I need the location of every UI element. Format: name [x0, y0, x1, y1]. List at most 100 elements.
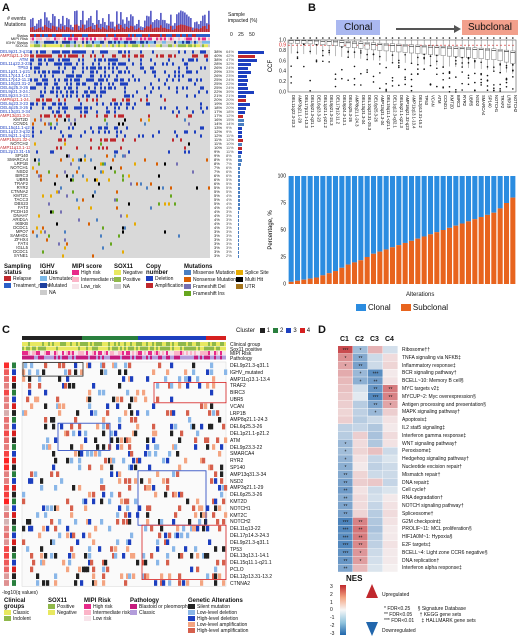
annotation-cell: [90, 44, 92, 48]
annotation-cell: [36, 34, 38, 37]
annotation-cell: [156, 342, 158, 346]
annotation-cell: [78, 342, 80, 346]
nes-cell: [383, 517, 398, 525]
oncoprint-row-label: TP53: [17, 65, 28, 70]
oncoprint-cell: [90, 54, 92, 58]
clonal-bar: [377, 176, 383, 252]
row-cluster-cell: [12, 484, 16, 491]
oncoprint-cell: [104, 86, 106, 90]
row-pct: 3%: [214, 241, 220, 246]
fdr-stars: *: [390, 403, 392, 409]
oncoprint-cell: [204, 66, 206, 70]
oncoprint-cell: [36, 82, 38, 86]
clonal-bar: [294, 176, 301, 281]
annotation-cell: [140, 34, 142, 37]
alteration-cell: [142, 573, 146, 579]
annotation-cell: [220, 342, 222, 346]
event-bar-mut: [100, 29, 102, 32]
oncoprint-cell: [180, 138, 182, 142]
annotation-cell: [202, 342, 204, 346]
annotation-cell: [164, 37, 166, 41]
annotation-cell: [44, 34, 46, 37]
annotation-cell: [34, 44, 36, 48]
annotation-cell: [134, 355, 136, 360]
oncoprint-cell: [68, 114, 70, 118]
annotation-cell: [120, 34, 122, 37]
row-pct2: 15%: [226, 117, 235, 122]
annotation-cell: [114, 355, 116, 360]
oncoprint-cell: [70, 78, 72, 82]
alteration-cell: [178, 505, 182, 511]
annotation-cell: [82, 346, 84, 351]
annotation-cell: [182, 34, 184, 37]
annotation-cell: [38, 34, 40, 37]
event-bar: [206, 23, 208, 32]
annotation-cell: [160, 37, 162, 41]
row-pct2: 11%: [226, 145, 234, 150]
nes-cell: [338, 385, 353, 393]
row-pct2: 47%: [226, 57, 235, 62]
annotation-cell: [92, 351, 94, 355]
oncoprint-row-label: TACC3: [14, 197, 28, 202]
top-point: [353, 37, 356, 39]
pathway-label: MYCUP~2: Myc overexpression§: [402, 393, 476, 400]
annotation-cell: [70, 346, 72, 351]
heatmap-row-label: AMP8q21.1-24.3: [230, 417, 268, 424]
oncoprint-cell: [90, 138, 92, 142]
cluster-swatch: [273, 328, 279, 333]
annotation-cell: [84, 346, 86, 351]
annotation-cell: [22, 351, 24, 355]
alteration-cell: [110, 457, 114, 464]
annotation-cell: [112, 342, 114, 346]
oncoprint-cell: [78, 58, 80, 62]
oncoprint-cell: [38, 58, 40, 62]
annotation-cell: [168, 342, 170, 346]
oncoprint-cell: [52, 86, 54, 90]
alteration-label: DEL17p13.1-13.3: [304, 95, 309, 128]
heatmap-row-label: TP53: [230, 546, 242, 553]
oncoprint-row-label: DEL9p21.3-q31.1: [0, 49, 34, 54]
event-bar: [46, 17, 48, 32]
oncoprint-cell: [196, 70, 198, 74]
alteration-label: RYR2: [462, 95, 467, 107]
alteration-cell: [126, 498, 130, 505]
oncoprint-row-label: ARID1A: [12, 217, 28, 222]
event-bar-mut: [104, 28, 106, 32]
outlier-point: [486, 89, 489, 92]
annotation-cell: [50, 351, 52, 355]
event-bar-mut: [190, 27, 192, 32]
event-bar-mut: [64, 29, 66, 32]
annotation-cell: [96, 40, 98, 44]
oncoprint-cell: [98, 146, 100, 150]
oncoprint-cell: [50, 194, 52, 198]
annotation-cell: [78, 34, 80, 37]
alteration-cell: [224, 512, 228, 518]
nes-cell: [353, 533, 368, 541]
annotation-cell: [202, 44, 204, 48]
heatmap-row-label: DEL13q13.1-14.1: [230, 553, 270, 560]
annotation-cell: [148, 40, 150, 44]
annotation-cell: [150, 44, 152, 48]
top-point: [486, 37, 489, 39]
annotation-cell: [46, 346, 48, 351]
annotation-cell: [40, 40, 42, 44]
oncoprint-cell: [102, 146, 104, 150]
annotation-cell: [86, 342, 88, 346]
oncoprint-row-label: KMT2C: [13, 193, 28, 198]
annotation-cell: [34, 342, 36, 346]
row-cluster-cell: [12, 464, 16, 471]
oncoprint-cell: [154, 62, 156, 66]
annotation-cell: [178, 40, 180, 44]
oncoprint-cell: [30, 50, 32, 54]
legend-label: Silent mutation: [197, 604, 231, 610]
annotation-cell: [126, 37, 128, 41]
alteration-cell: [72, 383, 76, 389]
row-pct2: 30%: [226, 101, 235, 106]
heatmap-row-label: RYR2: [230, 458, 244, 465]
row-pct: 6%: [214, 181, 220, 186]
event-bar-mut: [140, 30, 142, 32]
legend-label: Mutated: [49, 283, 68, 289]
nes-cell: [383, 494, 398, 502]
annotation-cell: [204, 40, 206, 44]
outlier-point: [467, 62, 470, 64]
